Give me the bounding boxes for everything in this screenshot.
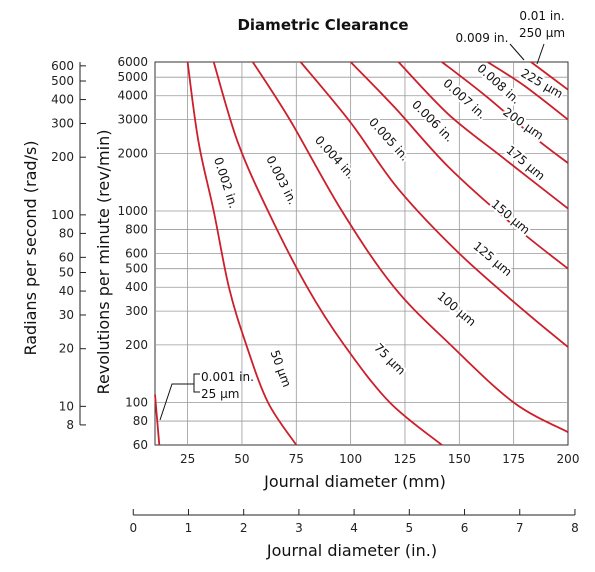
curve-label-7: 0.009 in.	[456, 31, 509, 45]
curve-label-11: 100 µm	[434, 289, 478, 329]
x-tick-label-7: 200	[557, 452, 580, 466]
y-tick-label-13: 5000	[117, 70, 148, 84]
y-tick-label-14: 6000	[117, 55, 148, 69]
y2-tick-label-8: 100	[51, 208, 74, 222]
x-axis-title: Journal diameter (mm)	[263, 472, 446, 491]
y-tick-label-5: 400	[125, 280, 148, 294]
y2-tick-label-13: 600	[51, 59, 74, 73]
curve-label-5: 0.007 in.	[440, 76, 489, 122]
curve-label-15: 200 µm	[500, 105, 546, 143]
x2-tick-label-6: 6	[461, 521, 469, 535]
curve-label-9: 50 µm	[268, 348, 294, 389]
x2-tick-label-8: 8	[571, 521, 579, 535]
series-line-7	[441, 61, 569, 164]
y-axis-title: Revolutions per minute (rev/min)	[94, 130, 113, 395]
chart-title: Diametric Clearance	[237, 16, 408, 34]
x-tick-label-3: 100	[339, 452, 362, 466]
y-tick-label-9: 1000	[117, 204, 148, 218]
curve-label-4: 0.006 in.	[409, 98, 456, 145]
y-tick-label-10: 2000	[117, 146, 148, 160]
leader-0009	[509, 43, 525, 61]
x2-tick-label-5: 5	[406, 521, 414, 535]
curve-label-10: 75 µm	[371, 341, 408, 378]
series-line-3	[252, 61, 569, 433]
y-tick-label-0: 60	[133, 438, 148, 452]
x2-axis: 0 1 2 3 4 5 6 7 8	[129, 509, 579, 535]
clearance-curves	[154, 61, 569, 446]
curve-label-18: 0.001 in.	[201, 370, 254, 384]
x-tick-label-5: 150	[448, 452, 471, 466]
x-tick-label-1: 50	[234, 452, 249, 466]
x-tick-label-4: 125	[394, 452, 417, 466]
y2-tick-label-3: 30	[59, 308, 74, 322]
x2-tick-label-2: 2	[240, 521, 248, 535]
x-tick-label-0: 25	[180, 452, 195, 466]
series-line-5	[349, 61, 569, 270]
curve-label-8: 0.01 in.	[519, 9, 564, 23]
series-line-4	[299, 61, 569, 348]
series-line-6	[397, 61, 569, 210]
x2-tick-label-3: 3	[295, 521, 303, 535]
y-tick-label-3: 200	[125, 338, 148, 352]
y2-tick-label-2: 20	[59, 342, 74, 356]
y2-tick-label-4: 40	[59, 284, 74, 298]
y2-tick-label-5: 50	[59, 265, 74, 279]
curve-label-0: 0.002 in.	[211, 155, 241, 210]
leader-0001	[159, 373, 200, 421]
x-tick-label-2: 75	[289, 452, 304, 466]
y-tick-label-7: 600	[125, 247, 148, 261]
x2-tick-label-4: 4	[350, 521, 358, 535]
curve-label-19: 25 µm	[201, 387, 239, 401]
y-tick-label-2: 100	[125, 396, 148, 410]
y-tick-label-6: 500	[125, 262, 148, 276]
y-tick-label-8: 800	[125, 223, 148, 237]
leader-001	[536, 43, 545, 65]
y2-tick-label-11: 400	[51, 93, 74, 107]
x-tick-label-6: 175	[502, 452, 525, 466]
curve-label-1: 0.003 in.	[263, 153, 300, 207]
y-tick-label-11: 3000	[117, 113, 148, 127]
y-tick-label-1: 80	[133, 414, 148, 428]
curve-label-13: 150 µm	[488, 197, 532, 237]
y-tick-label-12: 4000	[117, 89, 148, 103]
x2-axis-title: Journal diameter (in.)	[266, 541, 437, 560]
y2-tick-label-12: 500	[51, 74, 74, 88]
grid-lines	[155, 62, 568, 445]
series-line-0	[154, 394, 161, 446]
curve-label-12: 125 µm	[470, 239, 514, 279]
curve-labels: 0.002 in. 0.003 in. 0.004 in. 0.005 in.0.00…	[159, 9, 567, 421]
x2-tick-label-0: 0	[129, 521, 137, 535]
x2-tick-label-1: 1	[185, 521, 193, 535]
y2-axis-title: Radians per second (rad/s)	[21, 140, 40, 355]
series-line-1	[186, 61, 298, 446]
x2-tick-label-7: 7	[516, 521, 524, 535]
series-line-9	[530, 61, 569, 91]
y2-tick-label-10: 300	[51, 116, 74, 130]
y2-tick-label-1: 10	[59, 399, 74, 413]
series-line-8	[487, 61, 569, 121]
y-tick-label-4: 300	[125, 304, 148, 318]
series-line-2	[212, 61, 443, 446]
y2-tick-label-9: 200	[51, 150, 74, 164]
y2-tick-label-6: 60	[59, 250, 74, 264]
curve-label-17: 250 µm	[519, 26, 565, 40]
y2-tick-label-0: 8	[66, 418, 74, 432]
y2-tick-label-7: 80	[59, 226, 74, 240]
x-axis-ticks: 25 50 75 100 125 150 175 200	[180, 452, 579, 466]
